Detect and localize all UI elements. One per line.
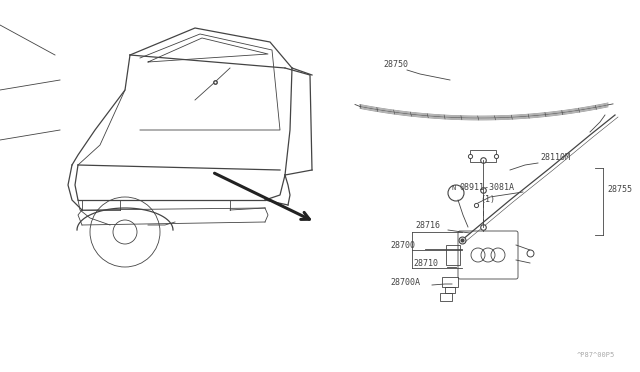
Bar xyxy=(442,277,458,287)
Bar xyxy=(470,150,496,162)
Text: 28710: 28710 xyxy=(413,259,438,268)
Text: 28110M: 28110M xyxy=(540,153,570,162)
Text: 28755: 28755 xyxy=(607,185,632,194)
Text: 08911-3081A: 08911-3081A xyxy=(460,183,515,192)
Text: 28700: 28700 xyxy=(390,241,415,250)
Text: (1): (1) xyxy=(480,195,495,204)
Text: N: N xyxy=(452,185,456,190)
Bar xyxy=(446,245,460,265)
Bar xyxy=(445,287,455,293)
Text: ^P87^00P5: ^P87^00P5 xyxy=(577,352,615,358)
Bar xyxy=(440,293,452,301)
Text: 28716: 28716 xyxy=(415,221,440,230)
Text: 28700A: 28700A xyxy=(390,278,420,287)
Text: 28750: 28750 xyxy=(383,60,408,69)
